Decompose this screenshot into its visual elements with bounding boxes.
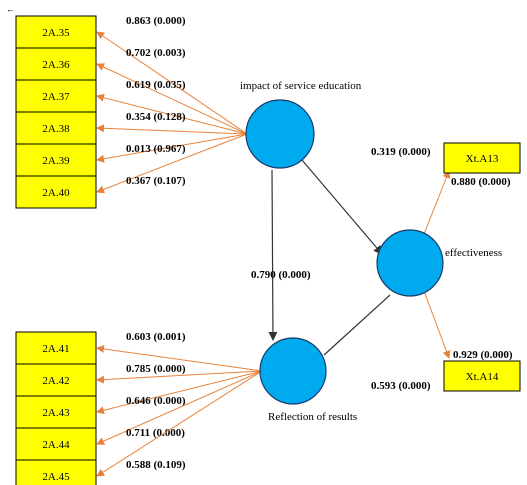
- indicator-box-2a-36[interactable]: [15, 47, 97, 81]
- loading-arrow-2a-36: [96, 63, 248, 135]
- indicator-label-2a-39: 2A.39: [42, 155, 70, 167]
- loading-inner-xt-a14: 0.929 (0.000): [453, 349, 513, 361]
- indicator-box-2a-44[interactable]: [15, 427, 97, 461]
- path-coef-impact-to-reflection: 0.790 (0.000): [251, 269, 311, 281]
- indicator-label-2a-42: 2A.42: [42, 375, 69, 387]
- construct-impact-label: impact of service education: [240, 80, 362, 92]
- loading-label-2a-38: 0.354 (0.128): [126, 111, 186, 123]
- indicator-box-2a-35[interactable]: [15, 15, 97, 49]
- loading-label-2a-37: 0.619 (0.035): [126, 79, 186, 91]
- loading-arrow-2a-37: [96, 93, 248, 135]
- construct-reflection-label: Reflection of results: [268, 411, 357, 423]
- indicator-label-2a-45: 2A.45: [42, 471, 70, 483]
- loading-outer-xt-a13: 0.319 (0.000): [371, 146, 431, 158]
- loading-arrow-xt-a13: [423, 170, 451, 235]
- path-line-reflection-to-effectiveness: [323, 294, 391, 356]
- path-arrow-impact-to-effectiveness: [301, 159, 383, 255]
- loading-arrow-2a-41: [96, 345, 263, 372]
- loading-label-2a-43: 0.646 (0.000): [126, 395, 186, 407]
- indicator-box-xt-a14[interactable]: [443, 360, 521, 392]
- indicator-label-2a-40: 2A.40: [42, 187, 70, 199]
- indicator-label-2a-35: 2A.35: [42, 27, 70, 39]
- loading-label-2a-41: 0.603 (0.001): [126, 331, 186, 343]
- indicator-box-2a-45[interactable]: [15, 459, 97, 485]
- loading-arrow-2a-38: [96, 124, 248, 135]
- indicator-box-2a-38[interactable]: [15, 111, 97, 145]
- indicator-box-2a-40[interactable]: [15, 175, 97, 209]
- construct-effectiveness-circle[interactable]: [376, 229, 444, 297]
- path-arrow-impact-to-reflection: [268, 169, 278, 341]
- reflection-indicator-stack: 2A.41 2A.42 2A.43 2A.44 2A.45: [15, 331, 97, 485]
- construct-reflection-circle[interactable]: [259, 337, 327, 405]
- indicator-label-xt-a14: Xt.A14: [466, 371, 499, 383]
- loading-label-2a-42: 0.785 (0.000): [126, 363, 186, 375]
- indicator-box-2a-42[interactable]: [15, 363, 97, 397]
- loading-arrow-2a-43: [96, 370, 263, 415]
- loading-label-2a-40: 0.367 (0.107): [126, 175, 186, 187]
- loading-arrow-xt-a14: [423, 290, 451, 359]
- loading-arrow-2a-44: [96, 370, 263, 445]
- indicator-label-2a-37: 2A.37: [42, 91, 70, 103]
- construct-effectiveness-label: effectiveness: [445, 247, 502, 259]
- loading-label-2a-45: 0.588 (0.109): [126, 459, 186, 471]
- indicator-label-2a-43: 2A.43: [42, 407, 70, 419]
- corner-mark: ←: [6, 4, 15, 14]
- loading-arrow-2a-42: [96, 370, 263, 384]
- indicator-label-2a-38: 2A.38: [42, 123, 70, 135]
- loading-arrow-2a-40: [96, 133, 248, 194]
- loading-label-2a-36: 0.702 (0.003): [126, 47, 186, 59]
- reflection-loading-arrows: 0.603 (0.001) 0.785 (0.000) 0.646 (0.000) 0…: [96, 331, 263, 477]
- indicator-label-2a-44: 2A.44: [42, 439, 70, 451]
- loading-label-2a-35: 0.863 (0.000): [126, 15, 186, 27]
- loading-arrow-2a-45: [96, 370, 263, 477]
- construct-impact-circle[interactable]: [245, 99, 315, 169]
- impact-loading-arrows: 0.863 (0.000) 0.702 (0.003) 0.619 (0.035) 0…: [96, 15, 248, 194]
- indicator-label-2a-36: 2A.36: [42, 59, 70, 71]
- indicator-label-xt-a13: Xt.A13: [466, 153, 499, 165]
- loading-outer-xt-a14: 0.593 (0.000): [371, 380, 431, 392]
- loading-inner-xt-a13: 0.880 (0.000): [451, 176, 511, 188]
- indicator-label-2a-41: 2A.41: [42, 343, 69, 355]
- loading-arrow-2a-39: [96, 133, 248, 163]
- indicator-box-xt-a13[interactable]: [443, 142, 521, 174]
- loading-label-2a-39: 0.013 (0.967): [126, 143, 186, 155]
- loading-arrow-2a-35: [96, 31, 248, 135]
- impact-indicator-stack: 2A.35 2A.36 2A.37 2A.38 2A.39 2A.40: [15, 15, 97, 209]
- loading-label-2a-44: 0.711 (0.000): [126, 427, 185, 439]
